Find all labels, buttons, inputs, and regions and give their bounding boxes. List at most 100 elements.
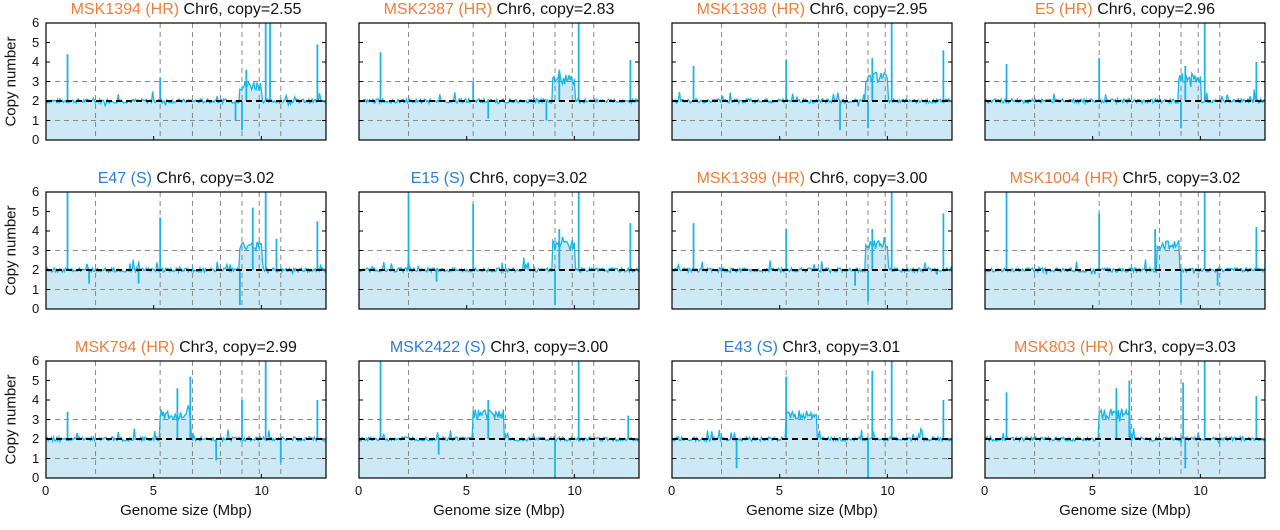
x-axis-label: Genome size (Mbp) xyxy=(433,502,565,519)
panel-title: MSK803 (HR) Chr3, copy=3.03 xyxy=(1014,339,1236,356)
x-tick-label: 0 xyxy=(668,483,676,498)
y-axis-label: Copy number xyxy=(2,204,20,296)
sample-group-tag: (S) xyxy=(130,170,152,187)
copy-number-area xyxy=(359,70,639,140)
chromosome-label: Chr5 xyxy=(1122,170,1158,187)
copy-value: copy=3.00 xyxy=(533,339,609,356)
copy-number-plot xyxy=(671,360,953,479)
x-tick-label: 10 xyxy=(254,483,269,498)
copy-value: copy=3.03 xyxy=(1161,339,1236,356)
x-tick-label: 0 xyxy=(981,483,989,498)
y-tick-label: 2 xyxy=(32,431,40,446)
copy-number-line xyxy=(45,80,327,108)
x-tick-label: 5 xyxy=(149,483,157,498)
copy-number-area xyxy=(46,241,326,309)
sample-name: MSK2387 xyxy=(383,1,454,18)
copy-number-area xyxy=(672,237,952,309)
copy-value: copy=2.55 xyxy=(227,1,302,18)
copy-number-plot xyxy=(358,360,640,479)
sample-group-tag: (HR) xyxy=(458,1,493,18)
panel-title: MSK1398 (HR) Chr6, copy=2.95 xyxy=(696,1,928,18)
chromosome-label: Chr3 xyxy=(782,339,818,356)
copy-number-area xyxy=(672,410,952,478)
copy-number-area xyxy=(46,81,326,140)
chromosome-label: Chr6 xyxy=(469,170,505,187)
sample-group-tag: (S) xyxy=(464,339,486,356)
chromosome-label: Chr6 xyxy=(496,1,532,18)
sample-group-tag: (S) xyxy=(756,339,778,356)
x-tick-label: 10 xyxy=(1193,483,1208,498)
y-tick-label: 1 xyxy=(32,450,40,466)
panel-title: E15 (S) Chr6, copy=3.02 xyxy=(410,170,588,187)
panel-title: E43 (S) Chr3, copy=3.01 xyxy=(723,339,901,356)
copy-value: copy=3.01 xyxy=(826,339,901,356)
x-tick-label: 0 xyxy=(42,483,50,498)
sample-group-tag: (HR) xyxy=(1084,170,1119,187)
chromosome-label: Chr3 xyxy=(1118,339,1153,356)
sample-name: MSK2422 xyxy=(389,339,461,356)
copy-value: copy=3.02 xyxy=(1166,170,1241,187)
chromosome-label: Chr3 xyxy=(490,339,526,356)
copy-number-area xyxy=(985,73,1265,140)
copy-number-line xyxy=(984,71,1266,106)
sample-group-tag: (HR) xyxy=(140,339,175,356)
copy-number-area xyxy=(359,409,639,478)
chromosome-label: Chr6 xyxy=(1097,1,1132,18)
y-tick-label: 3 xyxy=(32,411,40,427)
y-tick-label: 6 xyxy=(32,15,40,30)
copy-value: copy=3.02 xyxy=(513,170,588,187)
y-tick-label: 1 xyxy=(32,112,40,128)
x-tick-label: 5 xyxy=(462,483,470,498)
x-tick-label: 0 xyxy=(355,483,363,498)
copy-number-plot xyxy=(984,191,1266,310)
copy-number-line xyxy=(358,236,640,275)
sample-group-tag: (S) xyxy=(443,170,465,187)
y-tick-label: 0 xyxy=(32,301,40,316)
sample-name: MSK1004 xyxy=(1009,170,1080,187)
copy-number-area xyxy=(46,405,326,478)
copy-number-plot xyxy=(984,22,1266,141)
x-tick-label: 10 xyxy=(567,483,582,498)
y-tick-label: 6 xyxy=(32,184,40,199)
y-tick-label: 3 xyxy=(32,242,40,258)
sample-name: E15 xyxy=(410,170,440,187)
copy-number-plot xyxy=(45,191,327,310)
copy-number-plot xyxy=(358,191,640,310)
y-tick-label: 3 xyxy=(32,73,40,89)
y-tick-label: 2 xyxy=(32,93,40,108)
y-tick-label: 6 xyxy=(32,353,40,368)
panel-title: MSK2422 (S) Chr3, copy=3.00 xyxy=(389,339,609,356)
sample-name: E43 xyxy=(723,339,753,356)
y-tick-label: 0 xyxy=(32,132,40,147)
sample-name: E5 xyxy=(1034,1,1055,18)
copy-value: copy=2.96 xyxy=(1140,1,1216,18)
copy-number-plot xyxy=(45,22,327,141)
sample-name: MSK1399 xyxy=(696,170,767,187)
y-tick-label: 5 xyxy=(32,34,40,50)
y-tick-label: 4 xyxy=(32,392,40,407)
panel-title: MSK1399 (HR) Chr6, copy=3.00 xyxy=(696,170,928,187)
y-tick-label: 0 xyxy=(32,470,40,485)
copy-number-plot xyxy=(671,22,953,141)
sample-name: MSK803 xyxy=(1014,339,1076,356)
sample-name: MSK794 xyxy=(75,339,137,356)
x-axis-label: Genome size (Mbp) xyxy=(746,502,878,519)
sample-name: E47 xyxy=(97,170,127,187)
x-axis-label: Genome size (Mbp) xyxy=(120,502,252,519)
copy-value: copy=2.83 xyxy=(540,1,615,18)
copy-number-area xyxy=(985,408,1265,478)
copy-number-plot xyxy=(671,191,953,310)
sample-name: MSK1394 xyxy=(70,1,141,18)
copy-number-plot xyxy=(984,360,1266,479)
y-axis-label: Copy number xyxy=(2,373,20,465)
sample-group-tag: (HR) xyxy=(1058,1,1093,18)
panel-title: MSK1004 (HR) Chr5, copy=3.02 xyxy=(1009,170,1241,187)
copy-value: copy=3.00 xyxy=(853,170,928,187)
copy-number-line xyxy=(984,407,1266,446)
chromosome-label: Chr6 xyxy=(156,170,192,187)
chromosome-label: Chr6 xyxy=(809,1,845,18)
y-tick-label: 5 xyxy=(32,372,40,388)
sample-group-tag: (HR) xyxy=(145,1,180,18)
copy-number-plot xyxy=(358,22,640,141)
panel-title: MSK794 (HR) Chr3, copy=2.99 xyxy=(75,339,297,356)
